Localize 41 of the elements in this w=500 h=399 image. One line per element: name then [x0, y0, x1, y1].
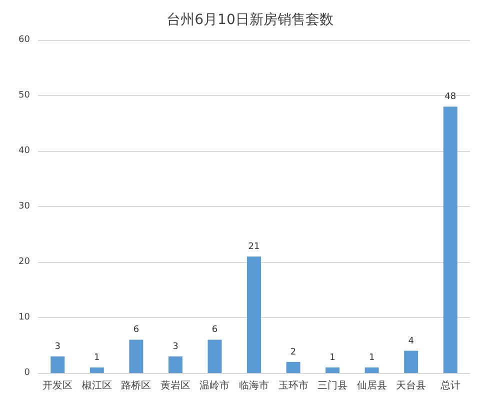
- bar: [247, 256, 261, 373]
- y-tick-label: 50: [18, 90, 30, 100]
- data-label: 2: [290, 347, 296, 358]
- x-tick-label: 天台县: [396, 380, 426, 392]
- x-tick-label: 路桥区: [121, 380, 152, 392]
- x-tick-label: 玉环市: [278, 380, 308, 392]
- y-tick-label: 0: [24, 368, 30, 378]
- data-label: 6: [212, 325, 218, 336]
- x-tick-label: 椒江区: [82, 380, 112, 392]
- bar: [208, 340, 222, 373]
- bar: [286, 362, 300, 373]
- chart-title: 台州6月10日新房销售套数: [166, 12, 334, 28]
- data-label: 1: [330, 352, 336, 363]
- x-tick-label: 温岭市: [200, 380, 230, 392]
- y-tick-label: 10: [18, 312, 30, 322]
- y-tick-label: 30: [18, 202, 30, 212]
- x-tick-label: 三门县: [318, 380, 348, 392]
- bar: [90, 367, 104, 373]
- bar: [168, 356, 182, 373]
- data-label: 48: [444, 92, 456, 102]
- data-label: 21: [248, 242, 260, 252]
- bar: [404, 350, 418, 373]
- data-label: 1: [94, 352, 100, 363]
- y-tick-label: 60: [18, 35, 30, 45]
- data-label: 3: [54, 342, 61, 352]
- data-label: 3: [172, 342, 178, 352]
- bar: [129, 340, 144, 373]
- x-tick-label: 临海市: [239, 380, 269, 392]
- data-label: 1: [368, 352, 375, 363]
- x-tick-label: 总计: [439, 380, 460, 392]
- bar: [50, 356, 65, 373]
- data-label: 6: [133, 325, 140, 336]
- y-tick-label: 20: [18, 257, 30, 267]
- data-label: 4: [408, 336, 414, 346]
- x-tick-label: 仙居县: [356, 380, 387, 392]
- bar: [443, 106, 458, 373]
- bar: [326, 367, 340, 373]
- bar: [364, 367, 379, 373]
- x-tick-label: 开发区: [42, 380, 73, 392]
- y-tick-label: 40: [18, 146, 30, 156]
- x-tick-label: 黄岩区: [160, 380, 190, 392]
